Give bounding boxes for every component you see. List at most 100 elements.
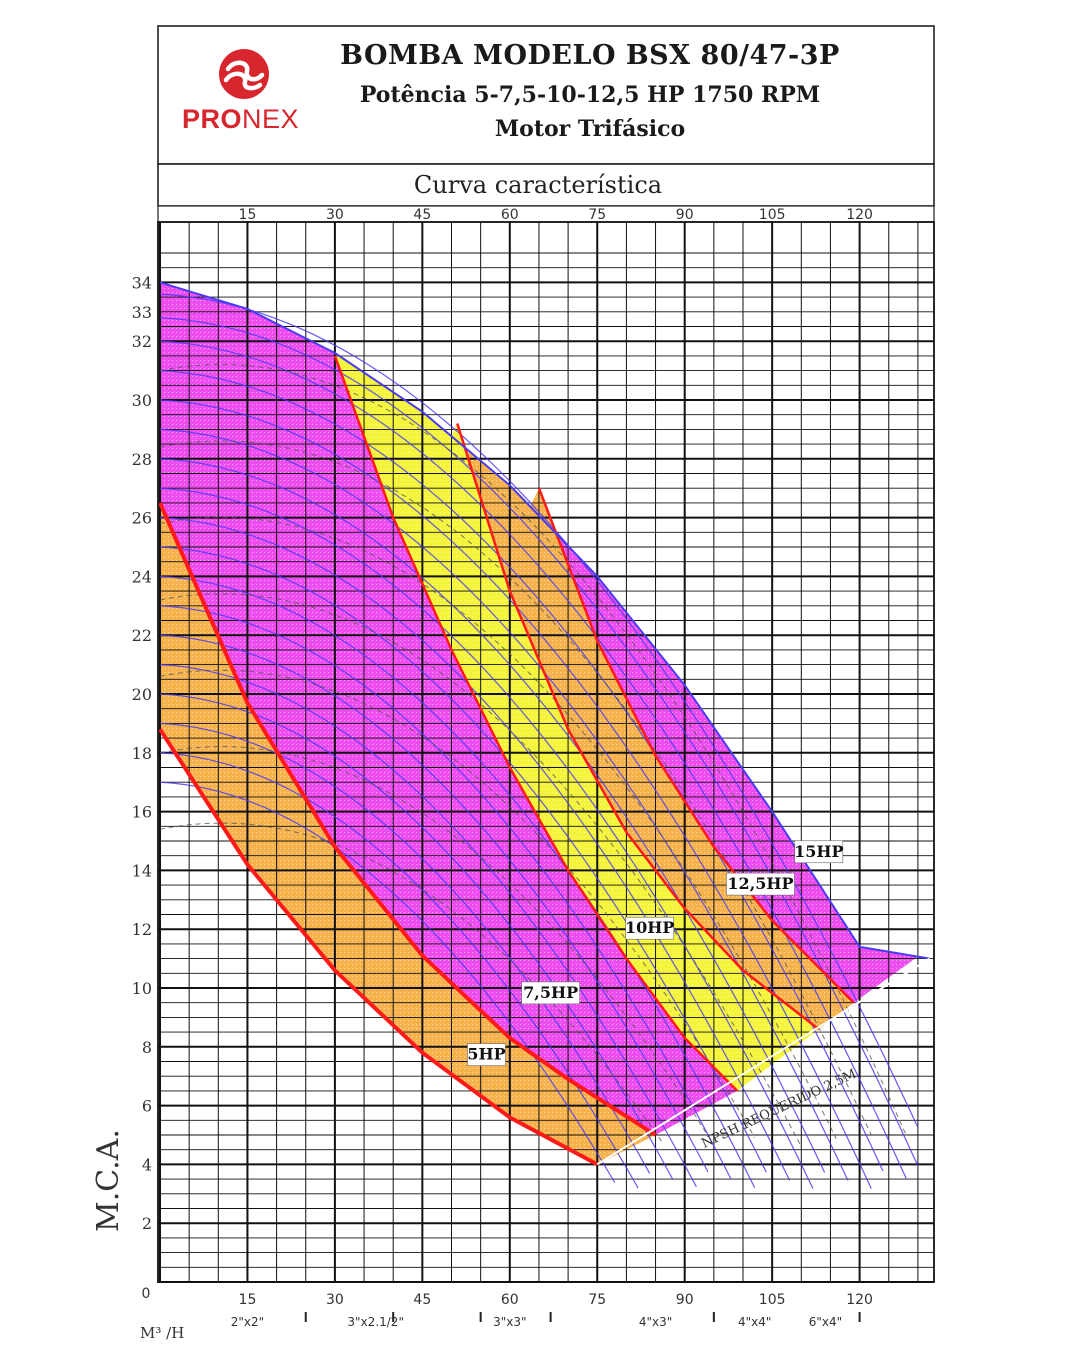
impeller-curve (159, 693, 674, 1181)
top-x-tick-label: 90 (676, 207, 694, 223)
impeller-curve (159, 428, 849, 1181)
y-tick-label: 12 (132, 920, 152, 939)
chart-subtitle: Curva característica (414, 171, 662, 199)
y-tick-label: 14 (132, 861, 152, 880)
impeller-curve (159, 317, 919, 1167)
zone-label-box (521, 981, 580, 1005)
efficiency-curve (159, 440, 872, 1136)
x-tick-label: 75 (588, 1292, 606, 1308)
brand-name: PRONEX (182, 104, 299, 135)
impeller-curve (159, 487, 814, 1189)
motor-line: Motor Trifásico (494, 116, 686, 142)
y-tick-label: 6 (142, 1097, 152, 1116)
impeller-curve (159, 634, 709, 1173)
curves (158, 281, 931, 1189)
top-x-tick-label: 15 (239, 207, 257, 223)
top-axis-band (157, 205, 935, 223)
top-x-tick-label: 60 (501, 207, 519, 223)
zone-label-10hp: 10HP (625, 918, 674, 937)
pipe-size-label: 4"x3" (639, 1315, 672, 1329)
impeller-curve (159, 546, 767, 1173)
zone-label-box (794, 840, 844, 864)
axes: 15 30 45 60 75 90 105 1200246810121416182022242… (132, 273, 873, 1329)
x-tick-label: 60 (501, 1292, 519, 1308)
pump-title: BOMBA MODELO BSX 80/47-3P (340, 40, 840, 71)
y-tick-label: 20 (132, 685, 152, 704)
impeller-curve (159, 458, 826, 1173)
y-axis-title: M.C.A. (91, 1129, 126, 1232)
y-tick-label: 16 (132, 803, 152, 822)
plot-frame (157, 221, 935, 1283)
impeller-curve (159, 517, 791, 1181)
brand-light: NEX (242, 104, 300, 134)
impeller-curve (159, 575, 756, 1188)
top-x-tick-label: 105 (759, 207, 786, 223)
y-tick-label: 22 (132, 626, 152, 645)
curve-5hp (158, 728, 599, 1167)
impeller-curve (159, 370, 884, 1172)
curve-7-5hp (158, 502, 657, 1137)
x-axis-title: M³ /H (140, 1324, 184, 1342)
pipe-size-label: 4"x4" (738, 1315, 771, 1329)
zone-label-box (726, 872, 795, 896)
pipe-size-label: 3"x2.1/2" (347, 1315, 404, 1329)
y-tick-label: 8 (142, 1038, 152, 1057)
impeller-curve (159, 722, 651, 1174)
impeller-curve (159, 781, 616, 1183)
top-x-tick-label: 120 (846, 207, 873, 223)
top-x-tick-label: 75 (588, 207, 606, 223)
y-tick-label: 26 (132, 509, 152, 528)
efficiency-curve (159, 746, 709, 1137)
zone-label-box (467, 1043, 506, 1066)
y-tick-label: 32 (132, 332, 152, 351)
zone-10hp (334, 353, 819, 1091)
impeller-curve (159, 752, 639, 1189)
top-x-tick-label: 45 (413, 207, 431, 223)
impeller-curve (159, 664, 697, 1188)
brand-strong: PRO (182, 104, 243, 134)
top-axis-ticks: 15 30 45 60 75 90 105 120 (239, 207, 873, 223)
y-tick-label: 4 (142, 1155, 152, 1174)
efficiency-curve (159, 593, 802, 1147)
x-tick-label: 0 (142, 1286, 151, 1302)
curve-10hp (333, 355, 739, 1092)
impeller-curve (159, 340, 907, 1179)
y-tick-label: 30 (132, 391, 152, 410)
envelope-curve (159, 281, 930, 960)
pipe-size-label: 3"x3" (493, 1315, 526, 1329)
zone-label-12-5hp: 12,5HP (727, 874, 793, 893)
zone-12-5hp (457, 423, 854, 1030)
y-tick-label: 18 (132, 744, 152, 763)
pipe-size-label: 6"x4" (809, 1315, 842, 1329)
zone-label-5hp: 5HP (467, 1045, 505, 1064)
pronex-logo-icon (219, 49, 269, 99)
npsh-line (596, 957, 931, 1166)
zone-label-box (625, 916, 675, 940)
y-tick-label: 28 (132, 450, 152, 469)
curve-15hp (537, 487, 855, 1004)
subtitle-box (157, 163, 935, 207)
impeller-curve (159, 605, 732, 1180)
efficiency-curve (159, 516, 837, 1139)
y-tick-label: 33 (132, 303, 152, 322)
y-tick-label: 24 (132, 567, 152, 586)
x-tick-label: 105 (759, 1292, 786, 1308)
x-tick-label: 30 (326, 1292, 344, 1308)
x-tick-label: 120 (846, 1292, 873, 1308)
x-tick-label: 15 (239, 1292, 257, 1308)
efficiency-curve (159, 822, 662, 1142)
top-x-tick-label: 30 (326, 207, 344, 223)
power-line: Potência 5-7,5-10-12,5 HP 1750 RPM (359, 82, 821, 108)
zone-label-15hp: 15HP (794, 842, 843, 861)
y-tick-label: 2 (142, 1214, 152, 1233)
zone-label-7-5hp: 7,5HP (523, 983, 578, 1002)
header-box (157, 25, 935, 165)
x-tick-label: 90 (676, 1292, 694, 1308)
efficiency-curve (159, 669, 756, 1138)
x-tick-label: 45 (413, 1292, 431, 1308)
curve-12-5hp (456, 423, 820, 1031)
pipe-size-label: 2"x2" (231, 1315, 264, 1329)
y-tick-label: 10 (132, 979, 152, 998)
